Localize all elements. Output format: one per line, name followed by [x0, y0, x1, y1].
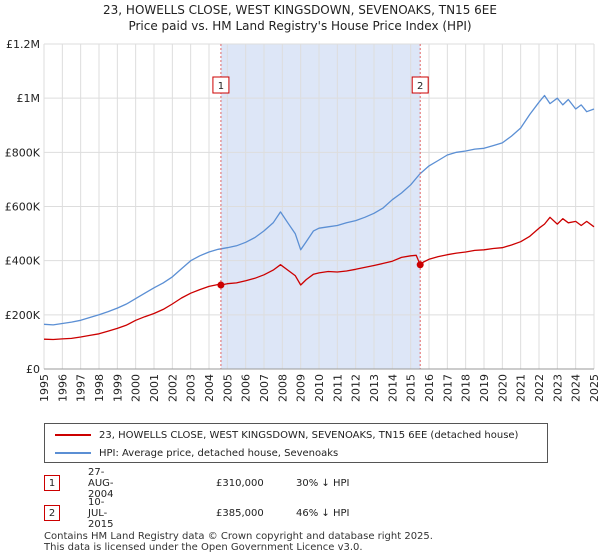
y-tick-label: £0: [26, 363, 40, 376]
x-tick-label: 2009: [295, 374, 308, 402]
sale-marker-box: [212, 76, 230, 94]
legend: 23, HOWELLS CLOSE, WEST KINGSDOWN, SEVEN…: [44, 423, 548, 463]
series-line-hpi: [43, 94, 595, 326]
x-tick-label: 2013: [368, 374, 381, 402]
x-tick-label: 1996: [56, 374, 69, 402]
legend-swatch-property: [55, 434, 91, 436]
x-tick-label: 2005: [221, 374, 234, 402]
y-tick-label: £1M: [17, 92, 41, 105]
legend-swatch-hpi: [55, 452, 91, 454]
x-tick-label: 2006: [240, 374, 253, 402]
x-tick-label: 2007: [258, 374, 271, 402]
legend-label-property: 23, HOWELLS CLOSE, WEST KINGSDOWN, SEVEN…: [99, 429, 519, 441]
x-tick-label: 2004: [203, 374, 216, 402]
transaction-row: 2 10-JUL-2015 £385,000 46% ↓ HPI: [44, 497, 349, 530]
legend-label-hpi: HPI: Average price, detached house, Seve…: [99, 447, 339, 459]
x-tick-label: 1999: [111, 374, 124, 402]
x-tick-label: 2000: [130, 374, 143, 402]
y-tick-label: £1.2M: [6, 38, 40, 51]
transaction-date: 10-JUL-2015: [88, 496, 114, 530]
x-tick-label: 2015: [405, 374, 418, 402]
x-tick-label: 2003: [185, 374, 198, 402]
transaction-date: 27-AUG-2004: [88, 466, 114, 500]
transaction-hpi-diff: 46% ↓ HPI: [296, 507, 350, 519]
x-tick-label: 2017: [441, 374, 454, 402]
transaction-price: £385,000: [216, 507, 264, 519]
series-line-property: [43, 216, 595, 341]
sale-point: [416, 261, 424, 269]
x-tick-label: 2011: [331, 374, 344, 402]
footer-line-licence: This data is licensed under the Open Gov…: [44, 542, 363, 553]
y-tick-label: £800K: [5, 146, 41, 159]
transaction-row: 1 27-AUG-2004 £310,000 30% ↓ HPI: [44, 467, 349, 500]
footer-line-copyright: Contains HM Land Registry data © Crown c…: [44, 531, 433, 542]
sale-point: [217, 281, 225, 289]
x-tick-label: 2016: [423, 374, 436, 402]
chart-subtitle: Price paid vs. HM Land Registry's House …: [128, 19, 471, 33]
x-tick-label: 2008: [276, 374, 289, 402]
x-tick-label: 2022: [533, 374, 546, 402]
x-tick-label: 2023: [551, 374, 564, 402]
x-tick-label: 2019: [478, 374, 491, 402]
x-tick-label: 2025: [588, 374, 600, 402]
sale-marker-box: [411, 76, 429, 94]
sale-marker-label: 1: [218, 81, 224, 92]
x-tick-label: 1997: [75, 374, 88, 402]
y-tick-label: £600K: [5, 201, 41, 214]
x-tick-label: 2012: [350, 374, 363, 402]
transaction-price: £310,000: [216, 477, 264, 489]
x-tick-label: 2001: [148, 374, 161, 402]
x-tick-label: 2002: [166, 374, 179, 402]
x-tick-label: 2021: [515, 374, 528, 402]
chart-title: 23, HOWELLS CLOSE, WEST KINGSDOWN, SEVEN…: [103, 3, 497, 17]
legend-item-property: 23, HOWELLS CLOSE, WEST KINGSDOWN, SEVEN…: [55, 426, 518, 444]
transaction-number-badge: 1: [44, 475, 60, 491]
x-tick-label: 2010: [313, 374, 326, 402]
x-tick-label: 2018: [460, 374, 473, 402]
transaction-number-badge: 2: [44, 505, 60, 521]
y-tick-label: £200K: [5, 309, 41, 322]
x-tick-label: 2024: [570, 374, 583, 402]
price-chart: 23, HOWELLS CLOSE, WEST KINGSDOWN, SEVEN…: [5, 3, 600, 402]
sale-marker-label: 2: [417, 81, 423, 92]
transaction-hpi-diff: 30% ↓ HPI: [296, 477, 350, 489]
y-tick-label: £400K: [5, 255, 41, 268]
x-tick-label: 2020: [496, 374, 509, 402]
x-tick-label: 1998: [93, 374, 106, 402]
x-tick-label: 1995: [38, 374, 51, 402]
footer-attribution: Contains HM Land Registry data © Crown c…: [44, 531, 433, 553]
x-tick-label: 2014: [386, 374, 399, 402]
legend-item-hpi: HPI: Average price, detached house, Seve…: [55, 444, 338, 462]
